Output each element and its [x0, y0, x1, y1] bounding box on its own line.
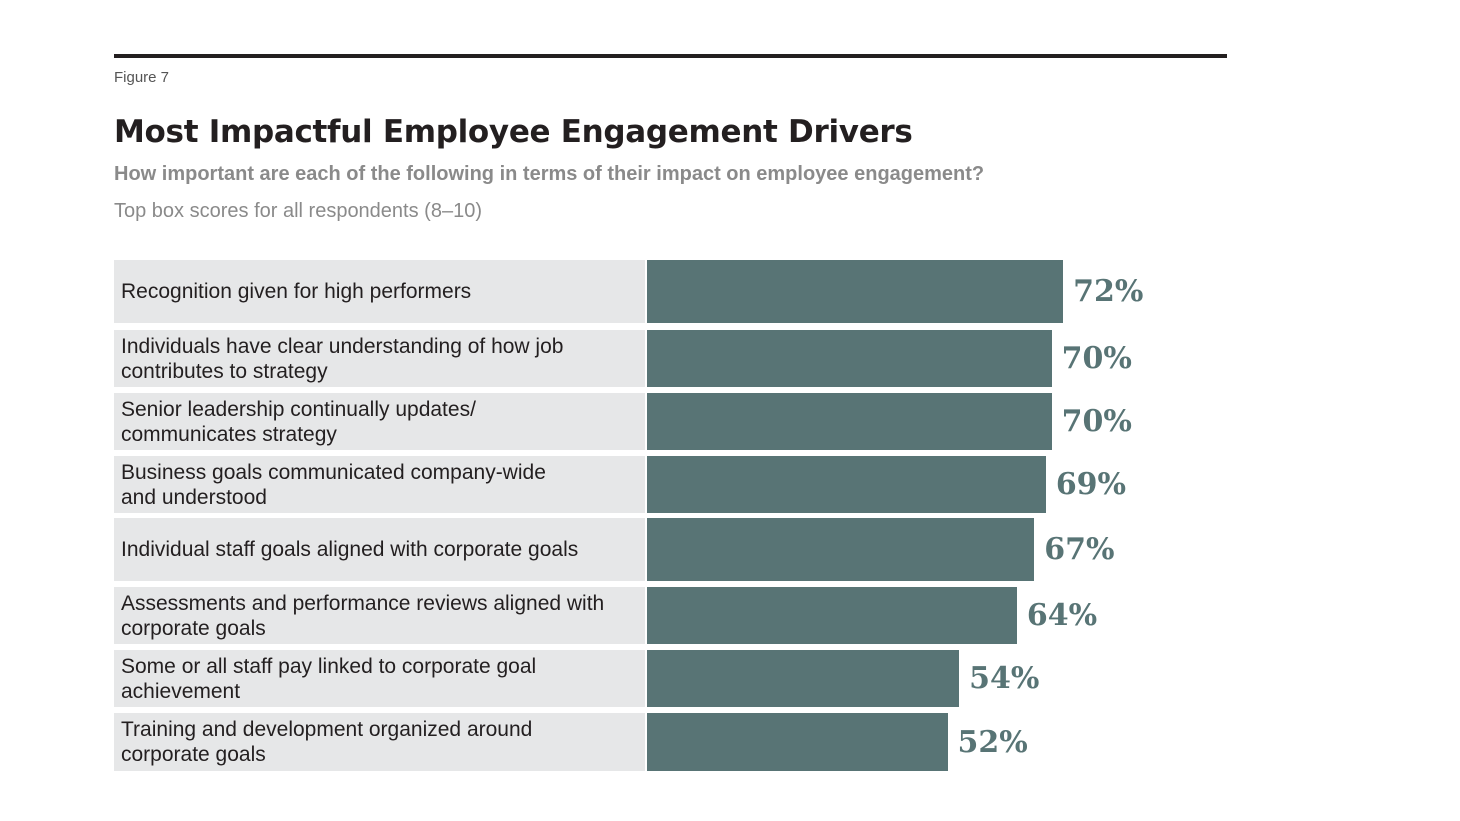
- category-label-text: Recognition given for high performers: [121, 280, 472, 303]
- category-label: Some or all staff pay linked to corporat…: [114, 650, 645, 707]
- chart-title: Most Impactful Employee Engagement Drive…: [114, 114, 913, 150]
- category-label: Individual staff goals aligned with corp…: [114, 518, 645, 581]
- category-label: Senior leadership continually updates/ c…: [114, 393, 645, 450]
- bar: [647, 330, 1052, 387]
- bar: [647, 650, 960, 707]
- chart-note: Top box scores for all respondents (8–10…: [114, 200, 482, 222]
- chart-subtitle: How important are each of the following …: [114, 163, 985, 185]
- category-label-text: Business goals communicated company-wide…: [121, 460, 546, 509]
- data-label: 69%: [1055, 467, 1127, 502]
- data-label: 54%: [969, 661, 1040, 696]
- category-label-text: Senior leadership continually updates/ c…: [121, 397, 476, 446]
- bar: [647, 456, 1046, 513]
- category-label: Recognition given for high performers: [114, 260, 645, 323]
- bar: [647, 260, 1064, 323]
- category-label-text: Assessments and performance reviews alig…: [121, 591, 605, 640]
- bar: [647, 393, 1052, 450]
- category-label-text: Training and development organized aroun…: [121, 718, 533, 766]
- category-label-text: Individuals have clear understanding of …: [121, 334, 564, 383]
- data-label: 52%: [957, 724, 1028, 760]
- figure-label: Figure 7: [114, 69, 170, 86]
- category-label: Assessments and performance reviews alig…: [114, 587, 645, 644]
- category-label: Training and development organized aroun…: [114, 713, 645, 771]
- category-label-text: Individual staff goals aligned with corp…: [121, 538, 579, 561]
- bar: [647, 518, 1035, 581]
- data-label: 70%: [1061, 404, 1132, 439]
- data-label: 72%: [1073, 274, 1144, 309]
- bar: [647, 713, 948, 771]
- data-label: 70%: [1061, 341, 1132, 376]
- category-label: Business goals communicated company-wide…: [114, 456, 645, 513]
- top-rule: [114, 54, 1227, 58]
- data-label: 67%: [1044, 532, 1115, 567]
- category-label: Individuals have clear understanding of …: [114, 330, 645, 387]
- data-label: 64%: [1026, 598, 1098, 633]
- bar: [647, 587, 1017, 644]
- category-label-text: Some or all staff pay linked to corporat…: [121, 654, 537, 703]
